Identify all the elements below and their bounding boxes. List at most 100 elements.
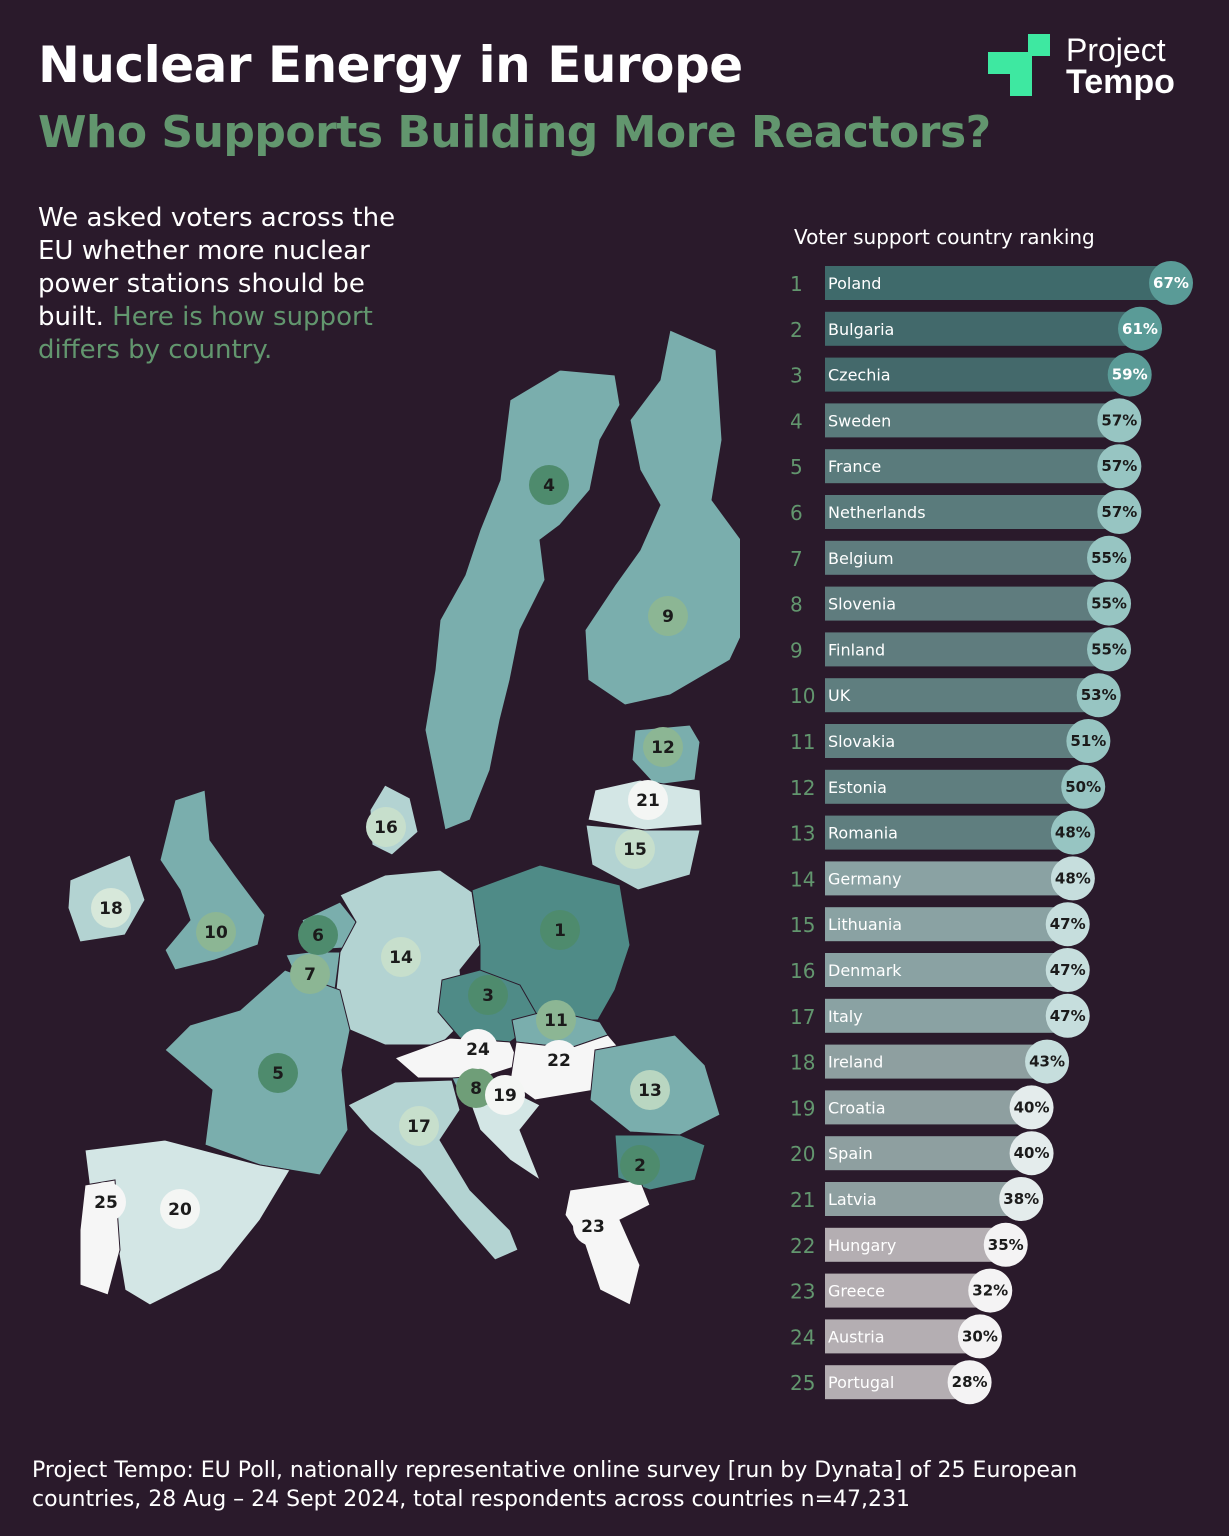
country-france (164, 969, 351, 1176)
rank-label: 12 (790, 776, 815, 800)
intro-text: We asked voters across the EU whether mo… (38, 202, 418, 367)
map-rank-marker (196, 912, 236, 952)
map-rank-marker (536, 1000, 576, 1040)
rank-label: 8 (790, 593, 803, 617)
value-badge (957, 1314, 1002, 1359)
logo-mark-icon (988, 34, 1050, 96)
map-rank-label: 13 (638, 1081, 662, 1101)
rank-label: 13 (790, 822, 815, 846)
value-label: 47% (1050, 961, 1086, 979)
value-label: 55% (1091, 595, 1127, 613)
bar-country-label: Germany (828, 869, 902, 888)
source-footnote: Project Tempo: EU Poll, nationally repre… (32, 1458, 1078, 1512)
rank-label: 17 (790, 1005, 815, 1029)
value-badge (1149, 261, 1193, 305)
value-badge (1045, 902, 1090, 947)
value-badge (1009, 1085, 1054, 1130)
rank-label: 9 (790, 638, 803, 662)
intro-highlight: Here is how support differs by country. (38, 302, 373, 365)
country-finland (584, 330, 740, 706)
rank-label: 10 (790, 684, 815, 708)
value-badge (1061, 764, 1106, 809)
bar (825, 357, 1130, 392)
map-rank-marker (366, 807, 406, 847)
value-label: 28% (952, 1373, 988, 1391)
logo-text: Project Tempo (1066, 32, 1175, 101)
rank-label: 5 (790, 455, 803, 479)
rank-label: 25 (790, 1371, 815, 1395)
bar (825, 586, 1110, 621)
bar-country-label: Denmark (828, 961, 902, 980)
map-rank-label: 17 (407, 1117, 431, 1137)
rank-label: 14 (790, 867, 815, 891)
map-rank-label: 12 (651, 738, 675, 758)
map-rank-label: 16 (374, 818, 398, 838)
bar-country-label: Portugal (828, 1373, 894, 1392)
bar-country-label: Lithuania (828, 915, 902, 934)
europe-map: 1234567891011121314151617181920212223242… (67, 330, 740, 1306)
bar-country-label: Romania (828, 824, 898, 843)
map-rank-label: 24 (466, 1040, 490, 1060)
rank-label: 19 (790, 1096, 815, 1120)
map-rank-marker (86, 1182, 126, 1222)
value-badge (968, 1268, 1013, 1313)
bar (825, 724, 1089, 758)
bar-country-label: Netherlands (828, 503, 926, 522)
map-rank-label: 7 (304, 965, 316, 985)
value-badge (1087, 581, 1132, 626)
rank-label: 21 (790, 1188, 815, 1212)
bar (825, 540, 1110, 575)
value-badge (1025, 1039, 1070, 1084)
value-label: 55% (1091, 640, 1127, 658)
value-label: 50% (1065, 778, 1101, 796)
bar-country-label: Italy (828, 1007, 863, 1026)
map-rank-marker (258, 1053, 298, 1093)
value-label: 48% (1055, 869, 1091, 887)
value-badge (983, 1222, 1028, 1267)
bar (825, 1227, 1006, 1262)
country-sweden (424, 369, 621, 831)
map-rank-marker (628, 780, 668, 820)
bar (825, 1273, 991, 1308)
value-label: 61% (1122, 320, 1158, 338)
rank-label: 18 (790, 1051, 815, 1075)
logo-line-2: Tempo (1066, 63, 1175, 101)
bar (825, 632, 1110, 667)
value-badge (1050, 856, 1095, 901)
map-rank-marker (458, 1029, 498, 1069)
value-badge (1076, 673, 1121, 718)
bar (825, 769, 1084, 804)
map-rank-label: 18 (99, 899, 123, 919)
value-badge (1087, 535, 1132, 580)
value-label: 40% (1014, 1144, 1050, 1162)
map-rank-label: 22 (547, 1051, 571, 1071)
value-label: 47% (1050, 1007, 1086, 1025)
value-badge (947, 1360, 992, 1405)
map-rank-label: 9 (662, 607, 674, 627)
map-rank-marker (399, 1106, 439, 1146)
rank-label: 1 (790, 272, 803, 296)
map-rank-marker (615, 829, 655, 869)
value-badge (1050, 810, 1095, 855)
rank-label: 16 (790, 959, 815, 983)
bar (825, 266, 1171, 300)
rank-label: 23 (790, 1280, 815, 1304)
value-badge (1045, 993, 1090, 1038)
bar (825, 495, 1120, 529)
rank-label: 20 (790, 1142, 815, 1166)
map-rank-label: 4 (543, 476, 555, 496)
map-rank-label: 14 (389, 948, 413, 968)
project-tempo-logo: Project Tempo (988, 34, 1198, 100)
value-label: 67% (1153, 274, 1189, 292)
logo-line-1: Project (1066, 32, 1166, 68)
map-rank-marker (573, 1206, 613, 1246)
country-greece (564, 1179, 651, 1306)
chart-bars: 1 Poland 67% 2 Bulgaria 61% 3 Czechia 59% 4 Sweden… (790, 261, 1193, 1405)
map-rank-marker (648, 596, 688, 636)
bar-country-label: Latvia (828, 1190, 877, 1209)
map-rank-label: 1 (554, 921, 566, 941)
bar (825, 953, 1068, 987)
value-badge (999, 1177, 1044, 1221)
bar-country-label: Estonia (828, 778, 887, 797)
rank-label: 7 (790, 547, 803, 571)
